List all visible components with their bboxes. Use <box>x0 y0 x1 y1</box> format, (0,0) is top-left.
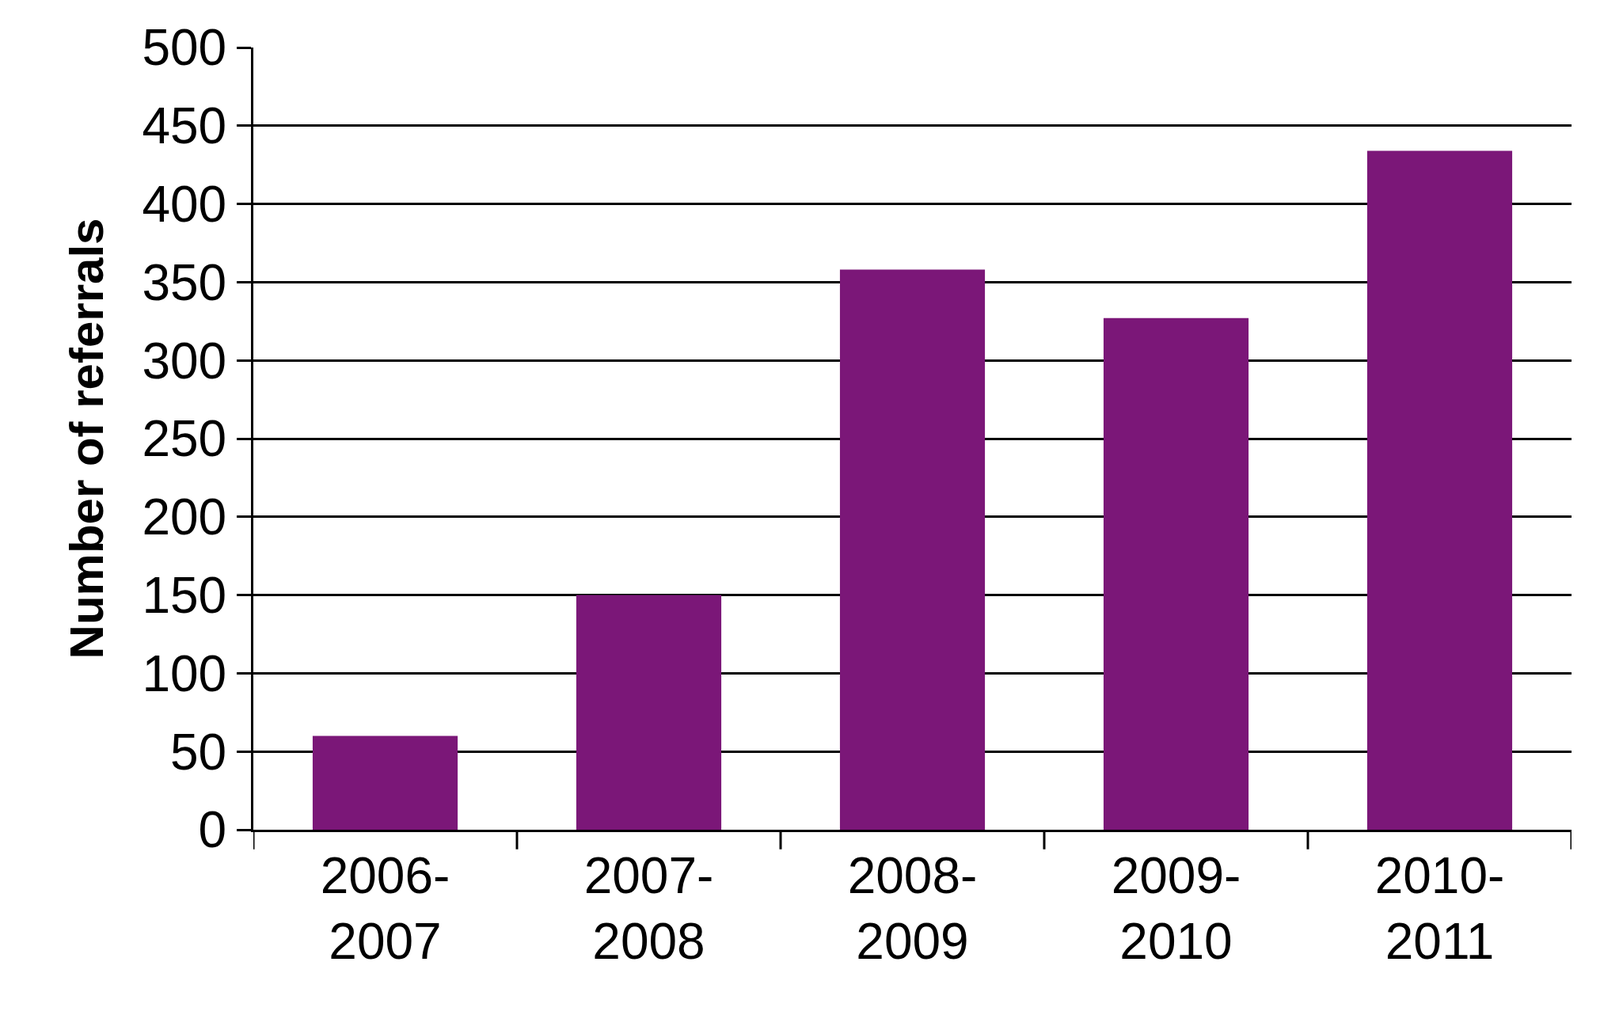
svg-text:2008-2009: 2008-2009 <box>847 847 978 970</box>
svg-text:250: 250 <box>141 410 227 468</box>
svg-text:0: 0 <box>198 801 228 859</box>
svg-text:2010-2011: 2010-2011 <box>1375 847 1505 970</box>
svg-text:350: 350 <box>141 254 227 312</box>
svg-text:200: 200 <box>141 488 227 546</box>
svg-text:150: 150 <box>141 566 227 624</box>
svg-text:2006-2007: 2006-2007 <box>320 847 451 970</box>
svg-text:400: 400 <box>141 175 227 233</box>
svg-text:300: 300 <box>141 332 227 390</box>
svg-text:2007-2008: 2007-2008 <box>584 847 715 970</box>
svg-text:500: 500 <box>141 19 227 77</box>
svg-text:100: 100 <box>141 645 227 703</box>
svg-text:Number of referrals: Number of referrals <box>60 218 114 660</box>
svg-text:2009-2010: 2009-2010 <box>1111 847 1242 970</box>
svg-text:450: 450 <box>141 97 227 155</box>
svg-text:50: 50 <box>170 723 227 781</box>
